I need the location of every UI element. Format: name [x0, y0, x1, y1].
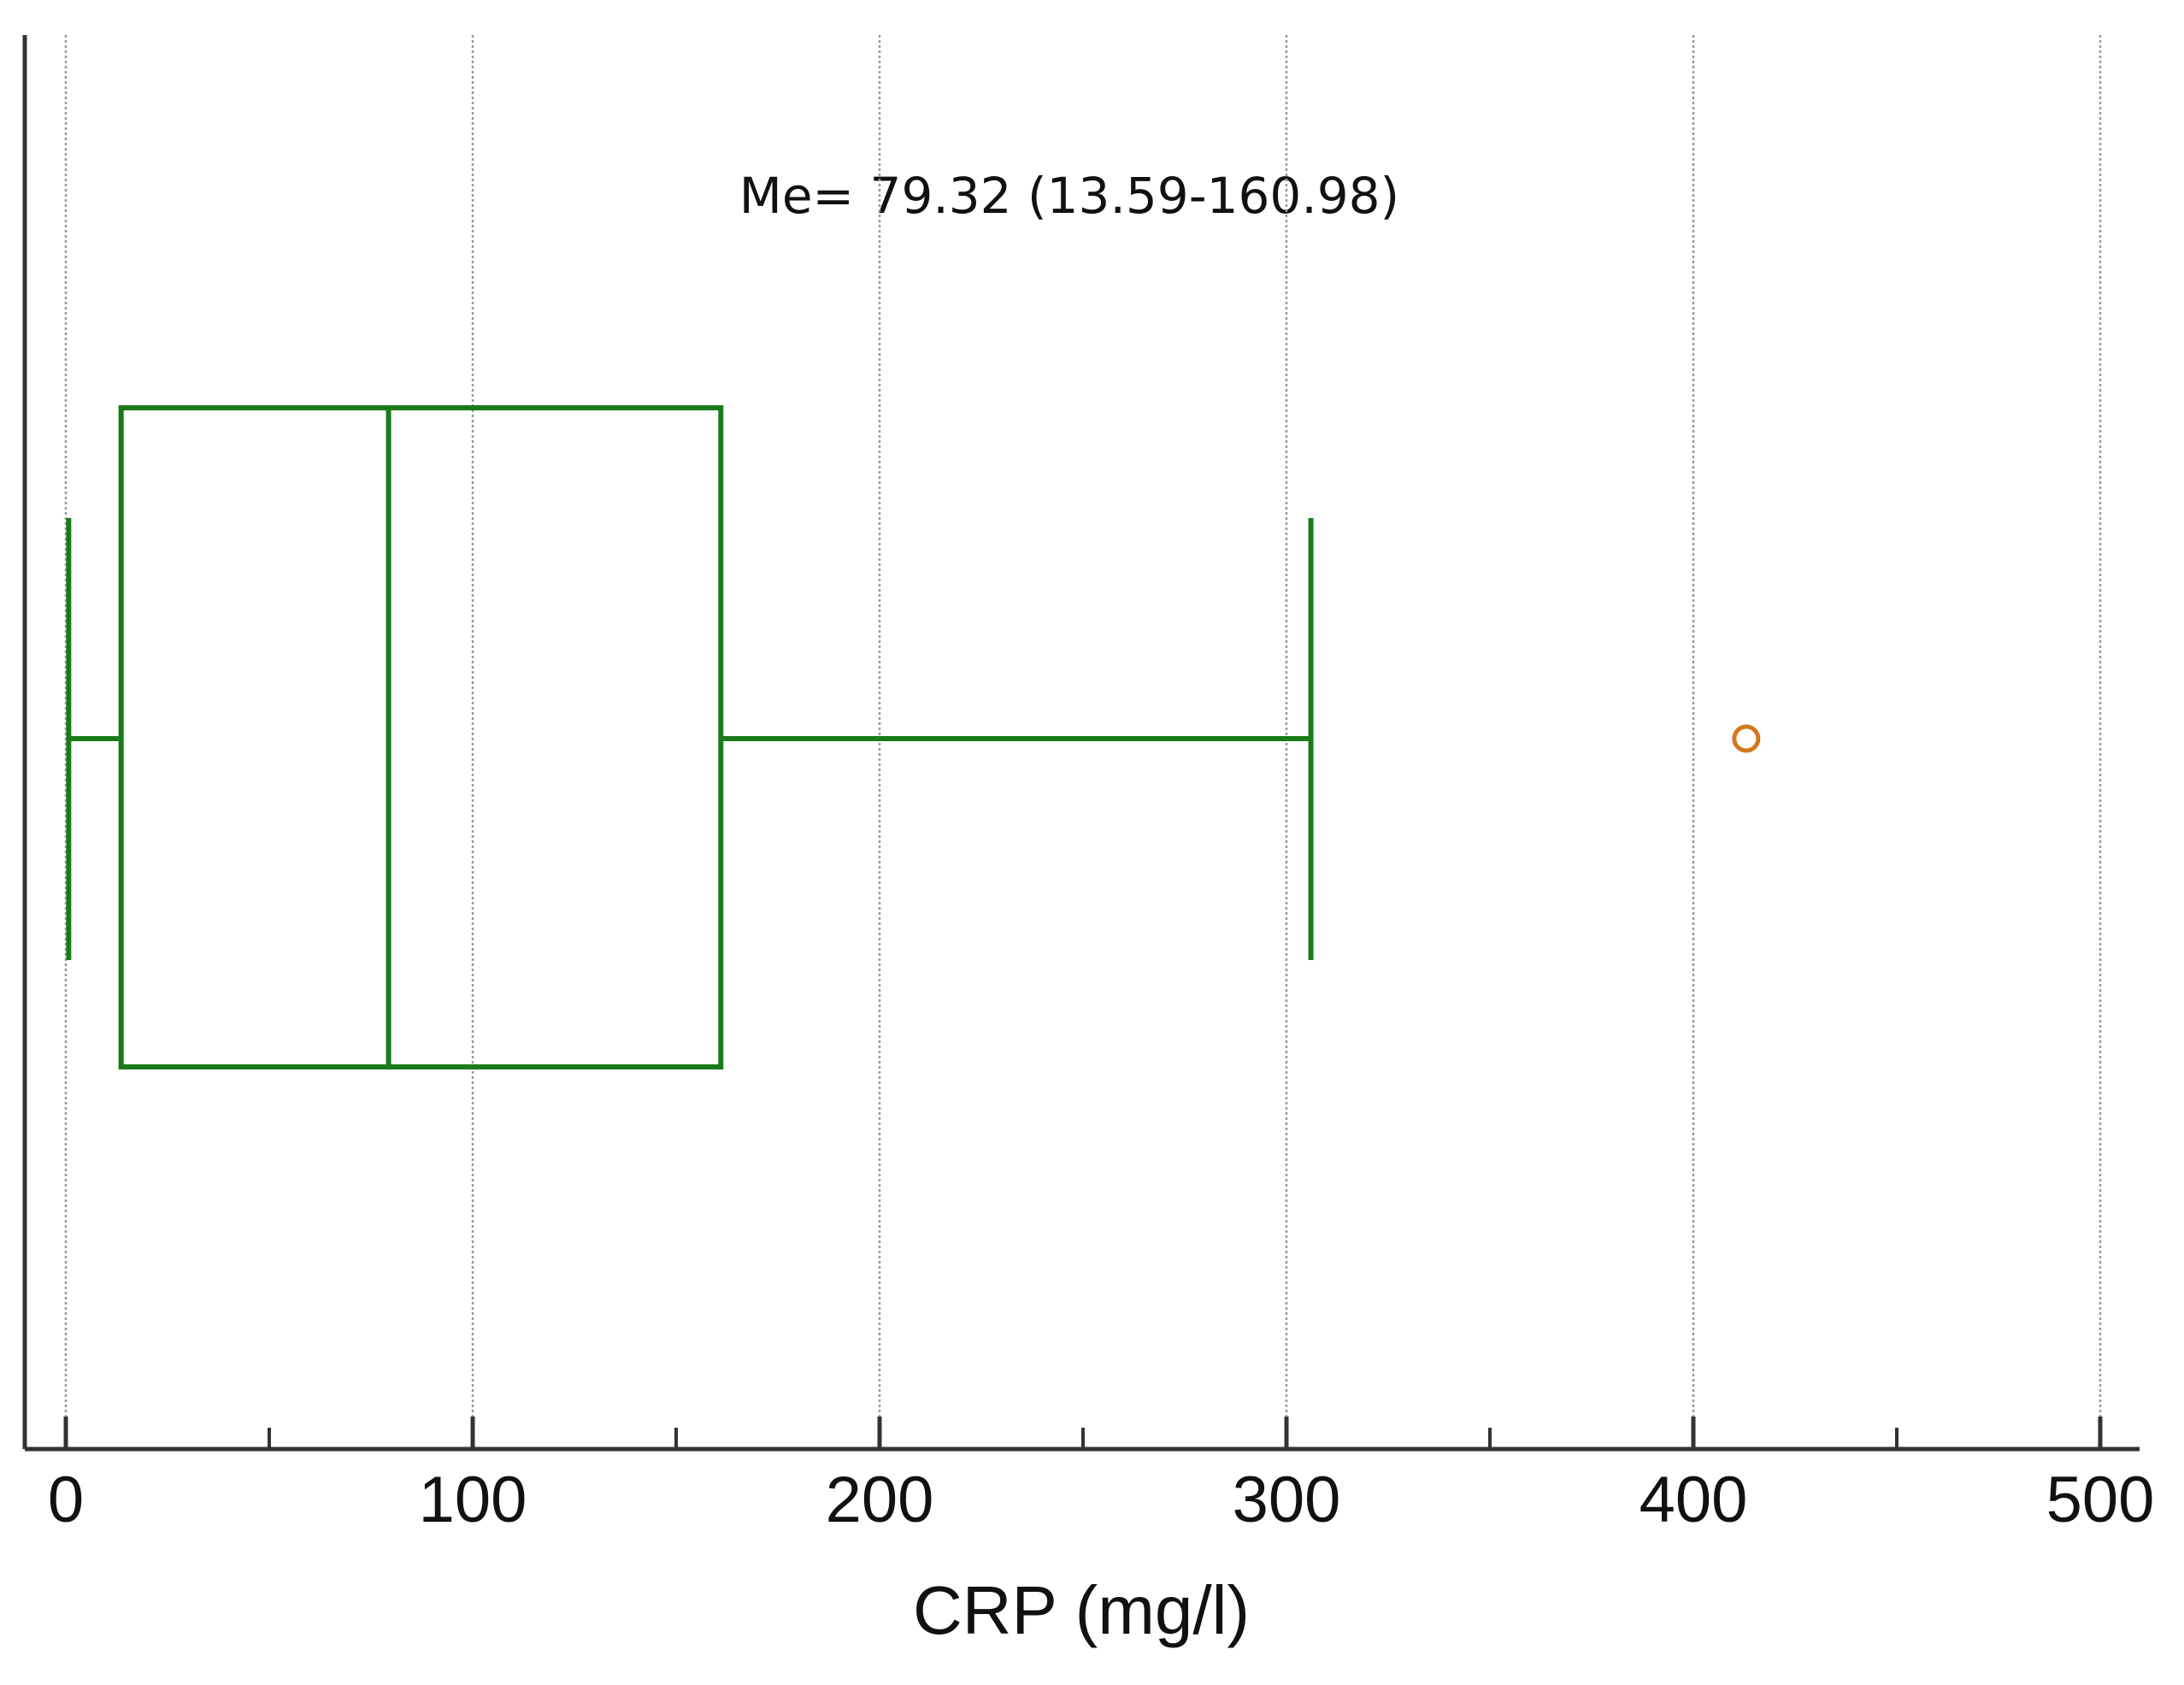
outlier: [1732, 724, 1761, 753]
x-tick-label: 300: [1233, 1464, 1341, 1536]
x-tick-label: 100: [419, 1464, 527, 1536]
box: [118, 405, 724, 1069]
x-tick-label: 500: [2046, 1464, 2155, 1536]
x-axis-title: CRP (mg/l): [913, 1572, 1250, 1648]
x-tick-label: 200: [826, 1464, 934, 1536]
x-tick-label: 400: [1639, 1464, 1748, 1536]
annotation: Me= 79.32 (13.59-160.98): [739, 167, 1399, 225]
x-tick-label: 0: [48, 1464, 84, 1536]
